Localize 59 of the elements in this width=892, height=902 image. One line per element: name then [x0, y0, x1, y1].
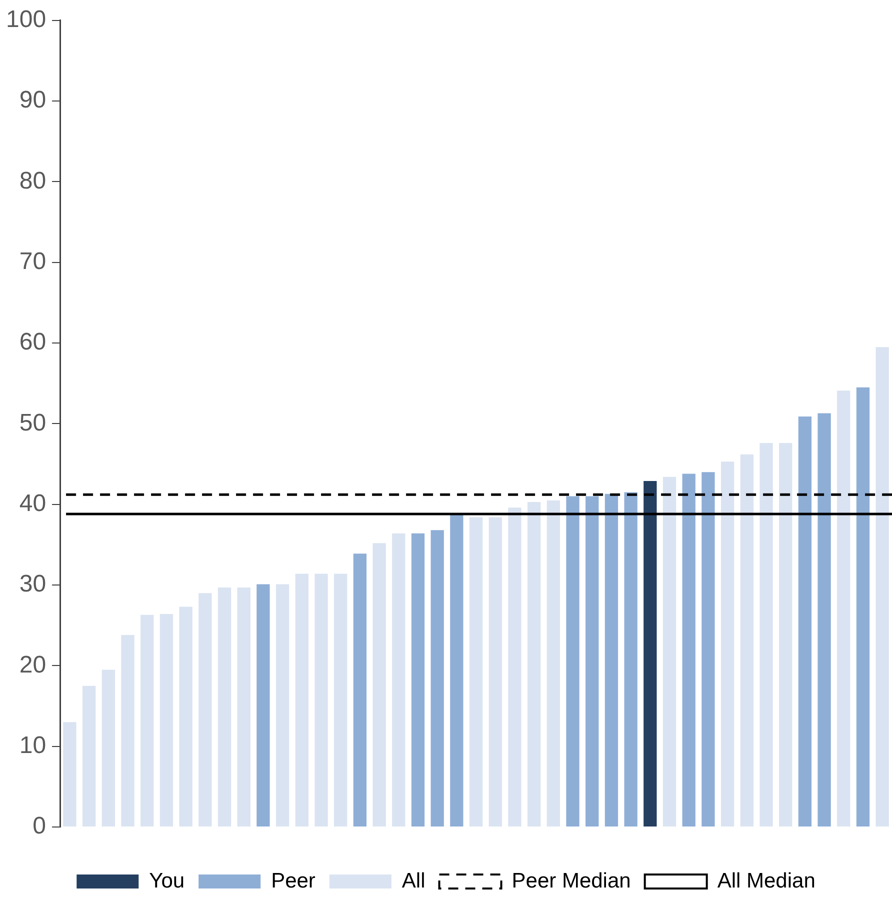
bar — [218, 587, 232, 826]
bar — [102, 670, 115, 826]
bar — [779, 443, 792, 826]
bar — [140, 614, 154, 826]
bar — [662, 476, 676, 826]
bar — [430, 530, 444, 826]
y-tick-label: 0 — [32, 812, 46, 840]
y-tick-label: 90 — [19, 86, 46, 114]
bar — [372, 543, 386, 826]
bar — [876, 347, 889, 826]
y-tick-label: 40 — [19, 490, 46, 517]
bar — [720, 462, 734, 826]
bar — [353, 554, 367, 826]
legend-label: Peer Median — [512, 869, 631, 892]
bar — [295, 574, 308, 826]
y-tick-label: 10 — [19, 732, 46, 759]
bar — [508, 508, 522, 826]
bar — [546, 500, 560, 826]
bar — [392, 533, 406, 826]
bar — [644, 480, 657, 826]
y-tick-label: 70 — [19, 248, 46, 276]
bar — [179, 606, 192, 826]
legend-label: Peer — [271, 869, 316, 892]
bar — [527, 502, 541, 826]
bar — [256, 584, 270, 826]
bar — [702, 472, 715, 826]
y-tick-label: 50 — [19, 409, 46, 436]
bar — [586, 496, 599, 826]
bar — [604, 494, 618, 826]
bar — [334, 574, 348, 826]
legend-label: All Median — [717, 869, 816, 892]
bar — [488, 517, 502, 826]
bar — [856, 387, 870, 826]
bar — [160, 614, 174, 826]
y-tick-label: 60 — [19, 328, 46, 356]
bar — [121, 635, 134, 826]
bar — [82, 686, 96, 826]
bar — [411, 533, 425, 826]
legend-label: All — [402, 869, 426, 892]
bar — [63, 722, 76, 826]
legend-label: You — [149, 869, 185, 892]
y-tick-label: 80 — [19, 167, 46, 194]
bar — [837, 390, 850, 826]
bar — [624, 492, 638, 826]
bar — [198, 593, 212, 826]
bar — [798, 416, 812, 826]
bar — [740, 454, 754, 826]
y-tick-label: 20 — [19, 651, 46, 678]
bar — [450, 514, 464, 826]
bar — [566, 496, 580, 826]
bar — [237, 587, 250, 826]
bar — [818, 413, 831, 826]
bar — [682, 474, 696, 826]
bar — [760, 443, 773, 826]
bar — [276, 584, 290, 826]
y-tick-label: 30 — [19, 570, 46, 598]
bar — [469, 517, 483, 826]
bar — [314, 574, 328, 826]
y-tick-label: 100 — [6, 6, 46, 34]
